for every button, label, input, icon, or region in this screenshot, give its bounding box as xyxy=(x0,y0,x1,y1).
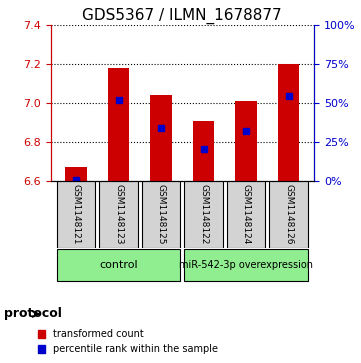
Bar xyxy=(108,68,129,181)
Bar xyxy=(278,64,299,181)
FancyBboxPatch shape xyxy=(184,181,223,248)
Text: GSM1148126: GSM1148126 xyxy=(284,184,293,245)
Text: miR-542-3p overexpression: miR-542-3p overexpression xyxy=(179,260,313,270)
Text: control: control xyxy=(99,260,138,270)
Bar xyxy=(151,95,172,181)
Text: GSM1148125: GSM1148125 xyxy=(157,184,166,245)
FancyBboxPatch shape xyxy=(57,249,180,281)
Title: GDS5367 / ILMN_1678877: GDS5367 / ILMN_1678877 xyxy=(83,8,282,24)
Text: GSM1148122: GSM1148122 xyxy=(199,184,208,244)
Legend: transformed count, percentile rank within the sample: transformed count, percentile rank withi… xyxy=(34,326,222,358)
Text: protocol: protocol xyxy=(4,307,61,321)
FancyBboxPatch shape xyxy=(184,249,308,281)
FancyBboxPatch shape xyxy=(57,181,95,248)
FancyBboxPatch shape xyxy=(142,181,180,248)
FancyBboxPatch shape xyxy=(269,181,308,248)
FancyBboxPatch shape xyxy=(227,181,265,248)
Text: GSM1148121: GSM1148121 xyxy=(71,184,81,245)
Bar xyxy=(65,167,87,181)
Text: GSM1148123: GSM1148123 xyxy=(114,184,123,245)
Bar xyxy=(235,101,257,181)
FancyBboxPatch shape xyxy=(99,181,138,248)
Text: GSM1148124: GSM1148124 xyxy=(242,184,251,244)
Bar xyxy=(193,121,214,181)
